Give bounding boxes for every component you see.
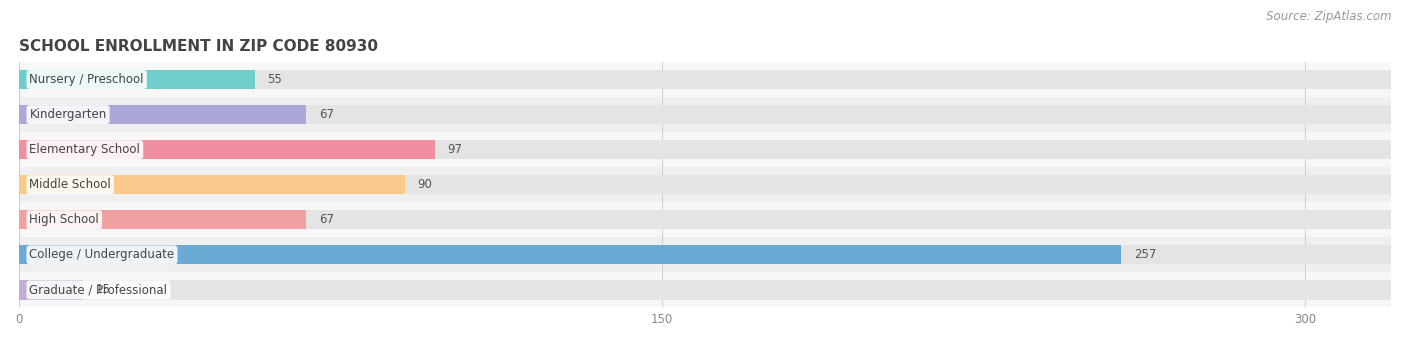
Bar — [18, 272, 1391, 308]
Bar — [18, 245, 1121, 265]
Bar — [18, 105, 307, 124]
Text: Elementary School: Elementary School — [30, 143, 141, 156]
Bar — [18, 237, 1391, 272]
Text: 97: 97 — [447, 143, 463, 156]
Bar — [18, 210, 1391, 229]
Bar — [18, 140, 1391, 159]
Text: Graduate / Professional: Graduate / Professional — [30, 283, 167, 296]
Text: 67: 67 — [319, 108, 333, 121]
Text: Kindergarten: Kindergarten — [30, 108, 107, 121]
Bar — [18, 132, 1391, 167]
Bar — [18, 70, 1391, 89]
Text: SCHOOL ENROLLMENT IN ZIP CODE 80930: SCHOOL ENROLLMENT IN ZIP CODE 80930 — [18, 39, 378, 54]
Text: Middle School: Middle School — [30, 178, 111, 191]
Bar — [18, 167, 1391, 202]
Text: 55: 55 — [267, 73, 283, 86]
Bar — [18, 245, 1391, 265]
Text: 90: 90 — [418, 178, 433, 191]
Bar — [18, 140, 434, 159]
Bar — [18, 202, 1391, 237]
Bar — [18, 210, 307, 229]
Bar — [18, 175, 1391, 194]
Text: 257: 257 — [1133, 248, 1156, 261]
Bar — [18, 62, 1391, 97]
Bar — [18, 97, 1391, 132]
Text: Nursery / Preschool: Nursery / Preschool — [30, 73, 143, 86]
Bar — [18, 280, 83, 299]
Text: High School: High School — [30, 213, 100, 226]
Text: College / Undergraduate: College / Undergraduate — [30, 248, 174, 261]
Text: 67: 67 — [319, 213, 333, 226]
Bar — [18, 105, 1391, 124]
Text: Source: ZipAtlas.com: Source: ZipAtlas.com — [1267, 10, 1392, 23]
Text: 15: 15 — [96, 283, 111, 296]
Bar — [18, 280, 1391, 299]
Bar — [18, 70, 254, 89]
Bar — [18, 175, 405, 194]
